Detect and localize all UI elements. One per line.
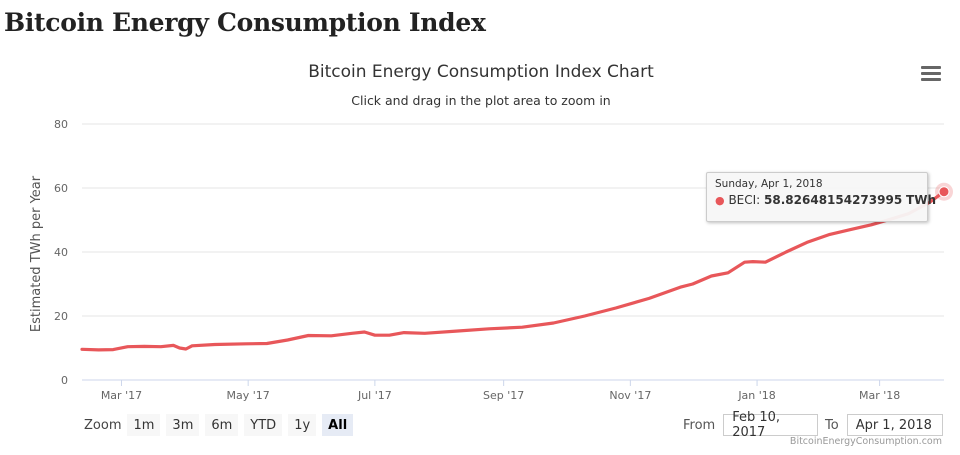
y-tick-label: 20 xyxy=(54,310,68,323)
y-tick-label: 0 xyxy=(61,374,68,387)
page-heading: Bitcoin Energy Consumption Index xyxy=(4,8,486,37)
tooltip-value: 58.82648154273995 xyxy=(764,193,903,207)
x-tick-label: Mar '18 xyxy=(859,389,900,402)
range-to: To Apr 1, 2018 xyxy=(825,413,943,437)
range-from-input[interactable]: Feb 10, 2017 xyxy=(723,410,819,440)
tooltip-line: ● BECI: 58.82648154273995 TWh xyxy=(715,193,936,207)
tooltip-date: Sunday, Apr 1, 2018 xyxy=(715,178,823,190)
x-tick-label: Nov '17 xyxy=(609,389,651,402)
series-line-beci xyxy=(80,190,946,352)
zoom-label: Zoom xyxy=(84,417,122,433)
x-tick-label: Jul '17 xyxy=(357,389,392,402)
y-tick-label: 80 xyxy=(54,118,68,131)
zoom-button-3m[interactable]: 3m xyxy=(166,414,200,436)
range-to-label: To xyxy=(825,417,839,433)
range-from: From Feb 10, 2017 xyxy=(683,410,819,440)
zoom-button-all[interactable]: All xyxy=(322,414,354,436)
zoom-button-6m[interactable]: 6m xyxy=(205,414,239,436)
tooltip-series-dot-icon: ● xyxy=(715,194,725,207)
y-tick-label: 40 xyxy=(54,246,68,259)
zoom-bar: Zoom 1m 3m 6m YTD 1y All xyxy=(84,413,359,437)
chart-subtitle: Click and drag in the plot area to zoom … xyxy=(351,93,610,108)
hover-point xyxy=(938,186,950,198)
zoom-button-ytd[interactable]: YTD xyxy=(244,414,283,436)
hamburger-menu-icon[interactable] xyxy=(919,64,943,84)
range-from-label: From xyxy=(683,417,716,433)
chart-tooltip: Sunday, Apr 1, 2018 ● BECI: 58.826481542… xyxy=(706,172,936,222)
tooltip-series-name: BECI xyxy=(728,193,757,207)
zoom-button-1m[interactable]: 1m xyxy=(127,414,161,436)
zoom-button-1y[interactable]: 1y xyxy=(288,414,317,436)
x-tick-label: Sep '17 xyxy=(483,389,524,402)
chart-title: Bitcoin Energy Consumption Index Chart xyxy=(308,62,654,82)
y-axis-title: Estimated TWh per Year xyxy=(29,175,44,332)
x-tick-label: Jan '18 xyxy=(737,389,775,402)
credit-link[interactable]: BitcoinEnergyConsumption.com xyxy=(789,436,942,447)
y-tick-label: 60 xyxy=(54,182,68,195)
x-tick-label: May '17 xyxy=(227,389,270,402)
x-tick-label: Mar '17 xyxy=(101,389,142,402)
range-to-input[interactable]: Apr 1, 2018 xyxy=(846,414,943,436)
tooltip-unit: TWh xyxy=(906,193,936,207)
